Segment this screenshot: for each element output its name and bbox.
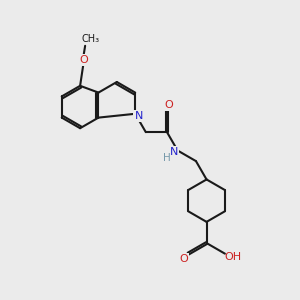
- Text: O: O: [164, 100, 173, 110]
- Text: N: N: [170, 147, 178, 157]
- Text: O: O: [179, 254, 188, 264]
- Text: N: N: [134, 111, 143, 121]
- Text: CH₃: CH₃: [81, 34, 100, 44]
- Text: O: O: [80, 55, 88, 65]
- Text: H: H: [163, 153, 170, 163]
- Text: OH: OH: [224, 252, 242, 262]
